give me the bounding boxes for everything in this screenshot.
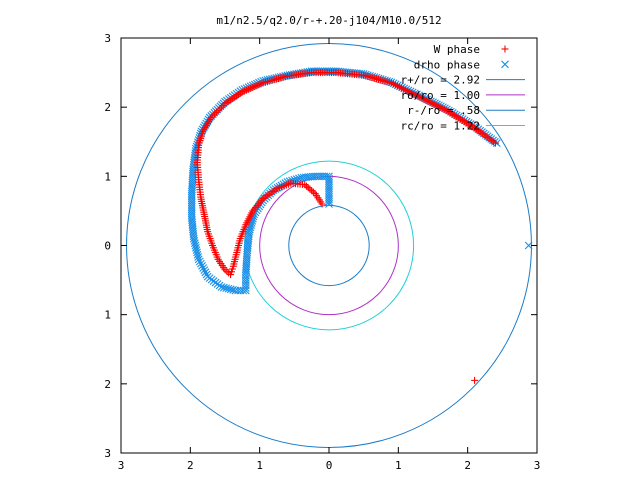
drho-phase-trail-point bbox=[194, 253, 203, 261]
y-tick-label: 1 bbox=[104, 170, 111, 183]
w-phase-trail-point bbox=[219, 101, 227, 109]
legend-entry-marker bbox=[501, 60, 509, 69]
x-tick-label: 1 bbox=[395, 459, 402, 472]
w-phase-trail-point bbox=[209, 112, 217, 120]
drho-phase-trail-point bbox=[192, 243, 200, 252]
drho-phase-trail-point bbox=[201, 268, 210, 277]
drho-phase-trail-point bbox=[200, 266, 209, 275]
drho-phase-trail-point bbox=[222, 284, 231, 293]
drho-phase-trail-point bbox=[224, 284, 233, 293]
w-phase-point bbox=[471, 376, 479, 384]
w-phase-trail-point bbox=[216, 105, 224, 113]
circle-series-4 bbox=[288, 204, 370, 287]
drho-phase-point bbox=[203, 272, 212, 281]
w-phase-trail-point bbox=[253, 202, 261, 210]
x-tick-label: 3 bbox=[118, 459, 125, 472]
legend-entry-label: drho phase bbox=[414, 58, 480, 71]
y-tick-label: 2 bbox=[104, 378, 111, 391]
w-phase-trail-point bbox=[212, 108, 220, 116]
circle-series-5 bbox=[243, 160, 415, 331]
legend-entry-label: W phase bbox=[434, 43, 480, 56]
drho-phase-trail-point bbox=[295, 174, 303, 183]
drho-phase-trail-point bbox=[202, 270, 211, 279]
drho-phase-trail-point bbox=[193, 250, 202, 259]
x-tick-label: 3 bbox=[534, 459, 541, 472]
drho-phase-trail-point bbox=[192, 246, 201, 255]
drho-phase-point bbox=[297, 173, 306, 182]
w-phase-point bbox=[491, 139, 499, 147]
y-tick-label: 1 bbox=[104, 309, 111, 322]
w-phase-trail-point bbox=[256, 198, 264, 206]
y-tick-label: 2 bbox=[104, 101, 111, 114]
w-phase-trail-point bbox=[211, 110, 219, 118]
w-phase-point bbox=[311, 190, 319, 198]
drho-phase-trail-point bbox=[292, 175, 301, 183]
drho-phase-trail-point bbox=[229, 285, 237, 294]
w-phase-trail-point bbox=[255, 200, 263, 208]
drho-phase-trail-point bbox=[219, 283, 228, 292]
drho-phase-trail-point bbox=[290, 175, 299, 184]
w-phase-point bbox=[259, 194, 267, 202]
chart-title: m1/n2.5/q2.0/r-+.20-j104/M10.0/512 bbox=[216, 14, 441, 27]
drho-phase-trail-point bbox=[197, 259, 205, 268]
w-phase-trail-point bbox=[218, 103, 226, 111]
x-tick-label: 2 bbox=[464, 459, 471, 472]
y-tick-label: 3 bbox=[104, 447, 111, 460]
drho-phase-trail-point bbox=[299, 173, 308, 182]
legend-entry-label: r+/ro = 2.92 bbox=[401, 74, 480, 87]
drho-phase-point bbox=[524, 241, 533, 250]
drho-phase-point bbox=[231, 286, 240, 295]
w-phase-trail-point bbox=[252, 203, 260, 211]
x-tick-label: 1 bbox=[256, 459, 263, 472]
drho-phase-trail-point bbox=[191, 241, 200, 250]
w-phase-trail-point bbox=[309, 188, 317, 196]
x-tick-label: 2 bbox=[187, 459, 194, 472]
legend-entry-marker bbox=[501, 45, 509, 53]
y-tick-label: 0 bbox=[104, 240, 111, 253]
drho-phase-trail-point bbox=[226, 285, 235, 294]
drho-phase-trail-point bbox=[193, 248, 201, 257]
w-phase-trail-point bbox=[250, 205, 258, 213]
drho-phase-trail-point bbox=[195, 257, 204, 266]
drho-phase-trail-point bbox=[198, 261, 206, 270]
w-phase-trail-point bbox=[306, 185, 314, 193]
w-phase-trail-point bbox=[258, 196, 266, 204]
w-phase-trail-point bbox=[302, 182, 310, 190]
w-phase-trail-point bbox=[214, 107, 222, 115]
drho-phase-point bbox=[194, 255, 203, 264]
legend-entry-label: r-/ro = .58 bbox=[407, 104, 480, 117]
w-phase-trail-point bbox=[308, 187, 316, 195]
w-phase-trail-point bbox=[304, 184, 312, 192]
w-phase-point bbox=[207, 114, 215, 122]
drho-phase-trail-point bbox=[199, 264, 208, 272]
legend-entry-label: rc/ro = 1.22 bbox=[401, 120, 480, 133]
x-tick-label: 0 bbox=[326, 459, 333, 472]
y-tick-label: 3 bbox=[104, 32, 111, 45]
drho-phase-trail-point bbox=[190, 239, 199, 248]
points-layer bbox=[187, 67, 533, 384]
legend: W phase drho phase r+/ro = 2.92 ro/ro = 1.0… bbox=[401, 43, 525, 133]
legend-entry-label: ro/ro = 1.00 bbox=[401, 89, 480, 102]
